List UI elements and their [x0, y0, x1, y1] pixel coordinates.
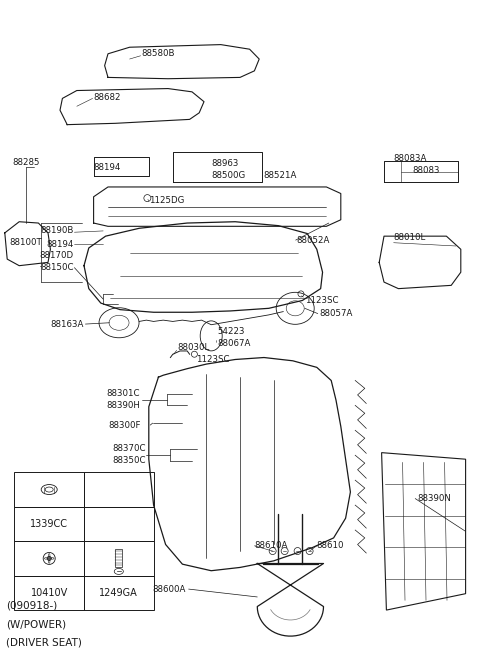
Text: 1249GA: 1249GA — [99, 588, 138, 598]
Text: (DRIVER SEAT): (DRIVER SEAT) — [6, 638, 82, 647]
Text: 88600A: 88600A — [153, 584, 186, 594]
Bar — [14, 506, 84, 541]
Text: 1123SC: 1123SC — [305, 296, 338, 305]
Text: 88521A: 88521A — [263, 171, 297, 180]
Text: (W/POWER): (W/POWER) — [6, 619, 66, 629]
Text: 88052A: 88052A — [297, 236, 330, 245]
Text: 88194: 88194 — [46, 239, 73, 249]
Bar — [115, 550, 122, 567]
Text: 54223: 54223 — [217, 327, 245, 337]
Text: 88300F: 88300F — [108, 420, 141, 430]
Text: 88390H: 88390H — [106, 401, 140, 410]
Text: (090918-): (090918-) — [6, 601, 58, 611]
Bar — [84, 506, 154, 541]
Bar — [14, 541, 84, 576]
Text: 88285: 88285 — [12, 158, 39, 167]
Text: 88610A: 88610A — [254, 541, 288, 550]
Text: 88350C: 88350C — [112, 456, 145, 465]
Text: 88580B: 88580B — [142, 49, 175, 58]
Text: 10410V: 10410V — [31, 588, 68, 598]
Text: 88083: 88083 — [413, 166, 440, 175]
Text: 88170D: 88170D — [39, 251, 73, 260]
Text: 88610: 88610 — [317, 541, 344, 550]
Circle shape — [47, 556, 51, 560]
Bar — [84, 576, 154, 610]
Text: 88150C: 88150C — [40, 263, 73, 272]
Text: 88500G: 88500G — [211, 171, 245, 180]
Text: 1125DG: 1125DG — [149, 196, 184, 205]
Text: 88390N: 88390N — [418, 494, 452, 503]
Bar — [84, 541, 154, 576]
Text: 88682: 88682 — [94, 92, 121, 102]
Text: 88194: 88194 — [94, 163, 121, 173]
Text: 88370C: 88370C — [112, 444, 145, 453]
Text: 1123SC: 1123SC — [196, 355, 229, 364]
Bar — [14, 576, 84, 610]
Text: 88067A: 88067A — [217, 339, 251, 348]
Text: 88010L: 88010L — [394, 233, 426, 242]
Text: 88301C: 88301C — [107, 389, 140, 398]
Bar — [14, 472, 84, 506]
Text: 88030L: 88030L — [178, 343, 210, 352]
Text: 88057A: 88057A — [319, 309, 353, 318]
Bar — [84, 472, 154, 506]
Text: 88963: 88963 — [211, 159, 239, 169]
Text: 88190B: 88190B — [40, 226, 73, 236]
Text: 88100T: 88100T — [10, 238, 42, 247]
Text: 88083A: 88083A — [394, 154, 427, 163]
Text: 88163A: 88163A — [50, 319, 84, 329]
Text: 1339CC: 1339CC — [30, 519, 68, 529]
